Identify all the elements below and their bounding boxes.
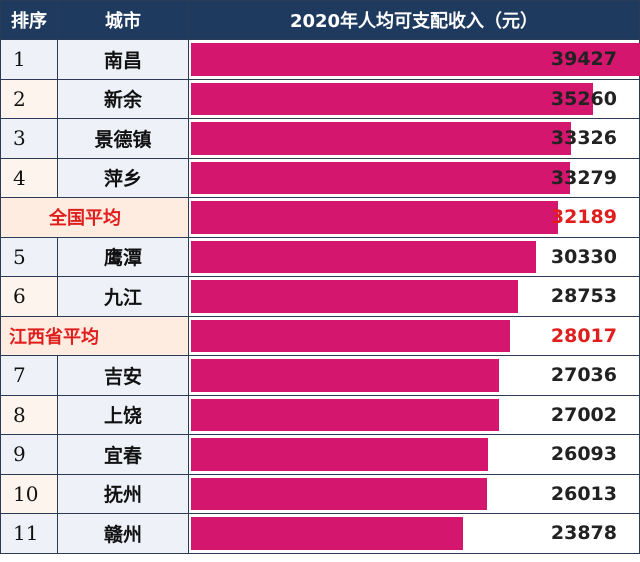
bar-cell: 39427 (188, 39, 640, 80)
value-label: 28017 (550, 324, 617, 347)
header-value: 2020年人均可支配收入（元） (188, 0, 640, 40)
table-row: 2 新余 35260 (0, 78, 640, 119)
rank-cell: 7 (0, 355, 58, 396)
value-label: 30330 (550, 245, 617, 268)
bar-cell: 33326 (188, 118, 640, 159)
bar-cell: 33279 (188, 157, 640, 198)
rank-cell: 11 (0, 513, 58, 554)
city-cell: 鹰潭 (57, 236, 189, 277)
value-label: 23878 (550, 522, 617, 545)
bar-cell: 30330 (188, 236, 640, 277)
city-cell: 赣州 (57, 513, 189, 554)
table-row: 11 赣州 23878 (0, 513, 640, 554)
table-row: 9 宜春 26093 (0, 434, 640, 475)
header-row: 排序 城市 2020年人均可支配收入（元） (0, 0, 640, 40)
value-label: 39427 (550, 48, 617, 71)
value-label: 33279 (550, 166, 617, 189)
city-cell: 吉安 (57, 355, 189, 396)
city-cell: 南昌 (57, 39, 189, 80)
value-label: 27036 (550, 364, 617, 387)
value-label: 33326 (550, 127, 617, 150)
bar (191, 438, 488, 471)
bar-cell: 26093 (188, 434, 640, 475)
bar (191, 477, 487, 510)
value-label: 26013 (550, 482, 617, 505)
rank-cell: 3 (0, 118, 58, 159)
rank-cell: 5 (0, 236, 58, 277)
average-row: 全国平均 32189 (0, 197, 640, 238)
city-cell: 宜春 (57, 434, 189, 475)
city-cell: 新余 (57, 78, 189, 119)
table-body: 1 南昌 39427 2 新余 35260 3 景德镇 33326 4 萍乡 33279 全国平均 321… (0, 39, 640, 554)
bar-cell: 26013 (188, 473, 640, 514)
value-label: 32189 (550, 206, 617, 229)
bar (191, 201, 558, 234)
rank-cell: 10 (0, 473, 58, 514)
bar (191, 82, 593, 115)
average-label: 江西省平均 (0, 315, 189, 356)
bar-cell: 28753 (188, 276, 640, 317)
table-row: 8 上饶 27002 (0, 394, 640, 435)
city-cell: 九江 (57, 276, 189, 317)
city-cell: 景德镇 (57, 118, 189, 159)
rank-cell: 6 (0, 276, 58, 317)
rank-cell: 8 (0, 394, 58, 435)
bar-cell: 32189 (188, 197, 640, 238)
value-label: 27002 (550, 403, 617, 426)
header-rank: 排序 (0, 0, 58, 40)
city-cell: 上饶 (57, 394, 189, 435)
bar (191, 240, 536, 273)
rank-cell: 9 (0, 434, 58, 475)
bar-cell: 27002 (188, 394, 640, 435)
bar (191, 161, 570, 194)
bar (191, 398, 499, 431)
rank-cell: 4 (0, 157, 58, 198)
average-label: 全国平均 (0, 197, 189, 238)
table-row: 4 萍乡 33279 (0, 157, 640, 198)
bar-cell: 35260 (188, 78, 640, 119)
table-row: 7 吉安 27036 (0, 355, 640, 396)
bar-cell: 28017 (188, 315, 640, 356)
bar (191, 319, 510, 352)
average-row: 江西省平均 28017 (0, 315, 640, 356)
bar (191, 517, 463, 550)
bar-cell: 23878 (188, 513, 640, 554)
table-row: 5 鹰潭 30330 (0, 236, 640, 277)
value-label: 28753 (550, 285, 617, 308)
table-row: 1 南昌 39427 (0, 39, 640, 80)
rank-cell: 1 (0, 39, 58, 80)
bar-cell: 27036 (188, 355, 640, 396)
header-city: 城市 (57, 0, 189, 40)
bar (191, 122, 571, 155)
rank-cell: 2 (0, 78, 58, 119)
city-cell: 萍乡 (57, 157, 189, 198)
table-row: 10 抚州 26013 (0, 473, 640, 514)
value-label: 26093 (550, 443, 617, 466)
bar (191, 43, 640, 76)
bar (191, 280, 518, 313)
city-cell: 抚州 (57, 473, 189, 514)
table-row: 6 九江 28753 (0, 276, 640, 317)
table-row: 3 景德镇 33326 (0, 118, 640, 159)
bar (191, 359, 499, 392)
value-label: 35260 (550, 87, 617, 110)
